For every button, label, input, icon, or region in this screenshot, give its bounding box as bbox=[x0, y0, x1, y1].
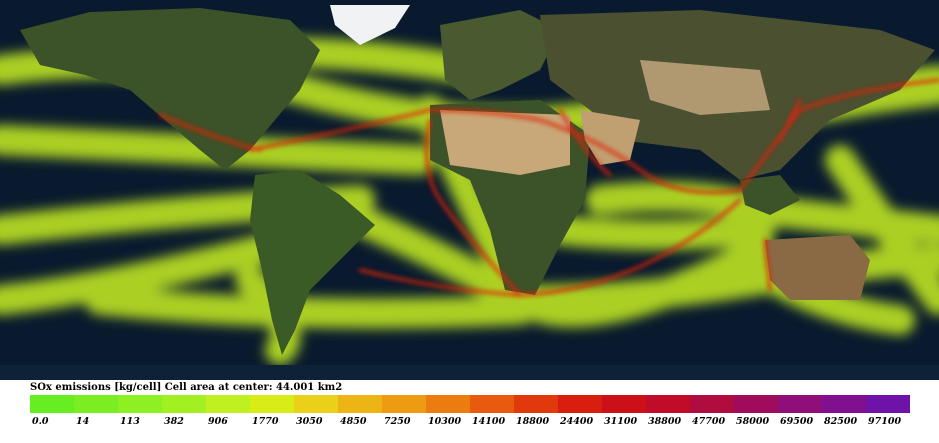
colorbar-cell bbox=[162, 395, 206, 413]
legend-title: SOx emissions [kg/cell] Cell area at cen… bbox=[30, 382, 343, 393]
colorbar-cell bbox=[294, 395, 338, 413]
colorbar-tick-label: 113 bbox=[120, 416, 140, 427]
colorbar-tick-label: 382 bbox=[164, 416, 184, 427]
world-map bbox=[0, 0, 939, 380]
colorbar-tick-label: 4850 bbox=[340, 416, 367, 427]
colorbar-tick-labels: 0.0 14 113 382 906 1770 3050 4850 7250 10300 14100… bbox=[30, 416, 910, 436]
colorbar-cell bbox=[514, 395, 558, 413]
colorbar-cell bbox=[646, 395, 690, 413]
colorbar-tick-label: 18800 bbox=[516, 416, 550, 427]
colorbar-cell bbox=[822, 395, 866, 413]
north-america bbox=[20, 8, 320, 170]
emissions-colorbar bbox=[30, 395, 910, 413]
colorbar-cell bbox=[30, 395, 74, 413]
colorbar-tick-label: 10300 bbox=[428, 416, 462, 427]
colorbar-cell bbox=[206, 395, 250, 413]
colorbar-tick-label: 82500 bbox=[824, 416, 858, 427]
colorbar-cell bbox=[382, 395, 426, 413]
antarctic-strip bbox=[0, 365, 939, 380]
sahara bbox=[440, 110, 570, 175]
colorbar-cell bbox=[426, 395, 470, 413]
australia bbox=[765, 235, 870, 300]
southeast-asia bbox=[740, 175, 800, 215]
colorbar-tick-label: 7250 bbox=[384, 416, 411, 427]
shipping-emissions-high bbox=[158, 78, 939, 297]
colorbar-tick-label: 906 bbox=[208, 416, 228, 427]
colorbar-cell bbox=[602, 395, 646, 413]
arabia-desert bbox=[580, 110, 640, 165]
colorbar-cell bbox=[118, 395, 162, 413]
europe bbox=[440, 10, 560, 100]
colorbar-tick-label: 31100 bbox=[604, 416, 638, 427]
south-america bbox=[250, 170, 375, 355]
colorbar-tick-label: 1770 bbox=[252, 416, 279, 427]
colorbar-tick-label: 97100 bbox=[868, 416, 902, 427]
colorbar-tick-label: 24400 bbox=[560, 416, 594, 427]
colorbar-cell bbox=[866, 395, 910, 413]
colorbar-cell bbox=[690, 395, 734, 413]
colorbar-tick-label: 0.0 bbox=[32, 416, 49, 427]
colorbar-tick-label: 14 bbox=[76, 416, 90, 427]
colorbar-cell bbox=[778, 395, 822, 413]
land-masses bbox=[0, 5, 939, 380]
colorbar-tick-label: 3050 bbox=[296, 416, 323, 427]
colorbar-tick-label: 58000 bbox=[736, 416, 770, 427]
colorbar-cell bbox=[74, 395, 118, 413]
colorbar-cell bbox=[558, 395, 602, 413]
colorbar-cell bbox=[338, 395, 382, 413]
colorbar-cell bbox=[734, 395, 778, 413]
colorbar-tick-label: 14100 bbox=[472, 416, 506, 427]
colorbar-cell bbox=[470, 395, 514, 413]
colorbar-tick-label: 47700 bbox=[692, 416, 726, 427]
colorbar-cell bbox=[250, 395, 294, 413]
colorbar-tick-label: 69500 bbox=[780, 416, 814, 427]
greenland bbox=[330, 5, 410, 45]
colorbar-tick-label: 38800 bbox=[648, 416, 682, 427]
central-asia-desert bbox=[640, 60, 770, 115]
